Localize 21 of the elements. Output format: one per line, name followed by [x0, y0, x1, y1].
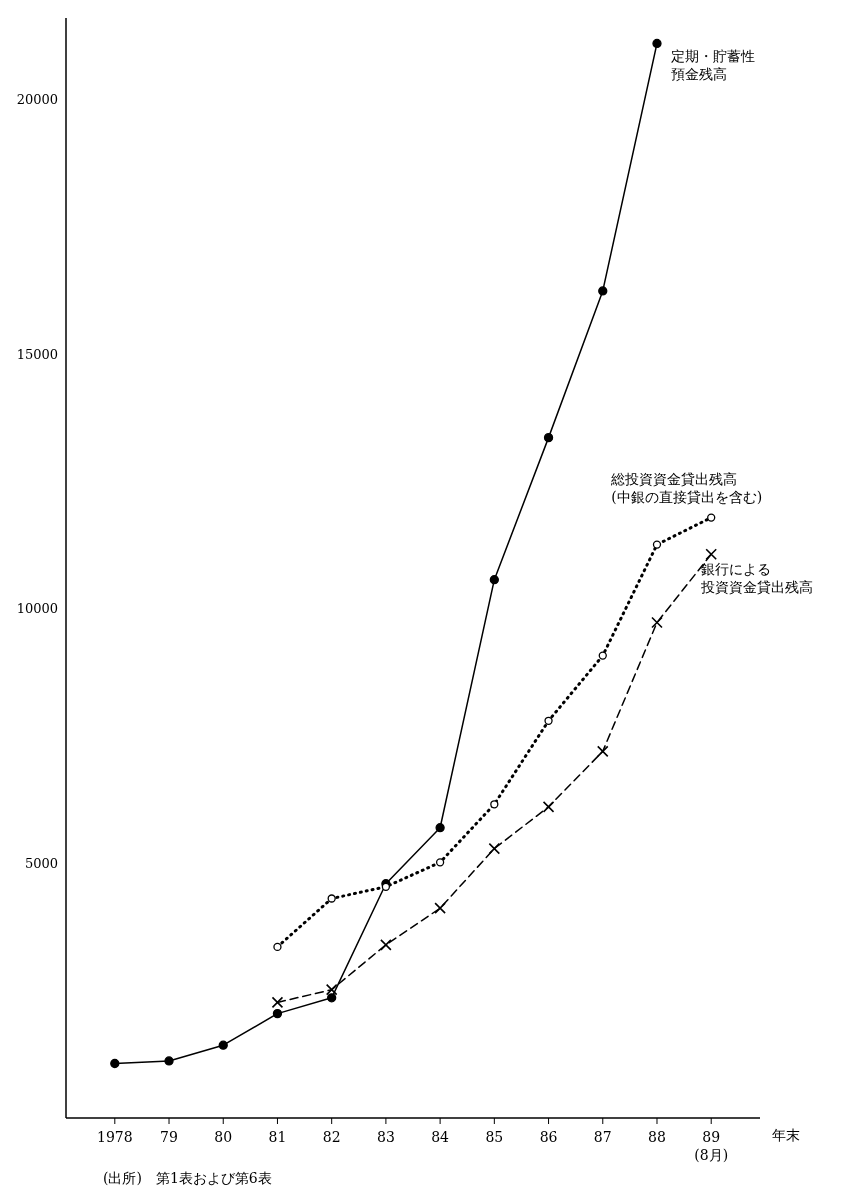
x-tick-label: 88 — [648, 1129, 666, 1145]
x-tick-label: 89 (8月) — [694, 1129, 729, 1163]
x-tick-label: 87 — [593, 1129, 612, 1145]
x-tick-label: 81 — [268, 1129, 287, 1145]
x-tick-label: 84 — [431, 1129, 450, 1145]
y-tick-label: 15000 — [16, 346, 58, 362]
text: (出所) 第1表および第6表 — [103, 1170, 273, 1188]
x-tick-label: 82 — [322, 1129, 341, 1145]
series-label: 定期・貯蓄性預金残高 — [670, 48, 755, 83]
y-tick-label: 10000 — [16, 601, 58, 617]
y-tick-label: 5000 — [24, 855, 58, 871]
x-tick-label: 86 — [539, 1129, 558, 1145]
y-tick-label: 20000 — [16, 92, 58, 108]
x-tick-label: 83 — [376, 1129, 395, 1145]
x-tick-label: 1978 — [96, 1129, 133, 1145]
text: 総投資資金貸出残高(中銀の直接貸出を含む) — [610, 470, 763, 505]
x-tick-label: 79 — [160, 1129, 178, 1145]
x-tick-label: 85 — [485, 1129, 504, 1145]
x-axis-title: 年末 — [772, 1127, 800, 1143]
x-tick-label: 80 — [214, 1129, 233, 1145]
series-label: 銀行による投資資金貸出残高 — [700, 561, 814, 596]
